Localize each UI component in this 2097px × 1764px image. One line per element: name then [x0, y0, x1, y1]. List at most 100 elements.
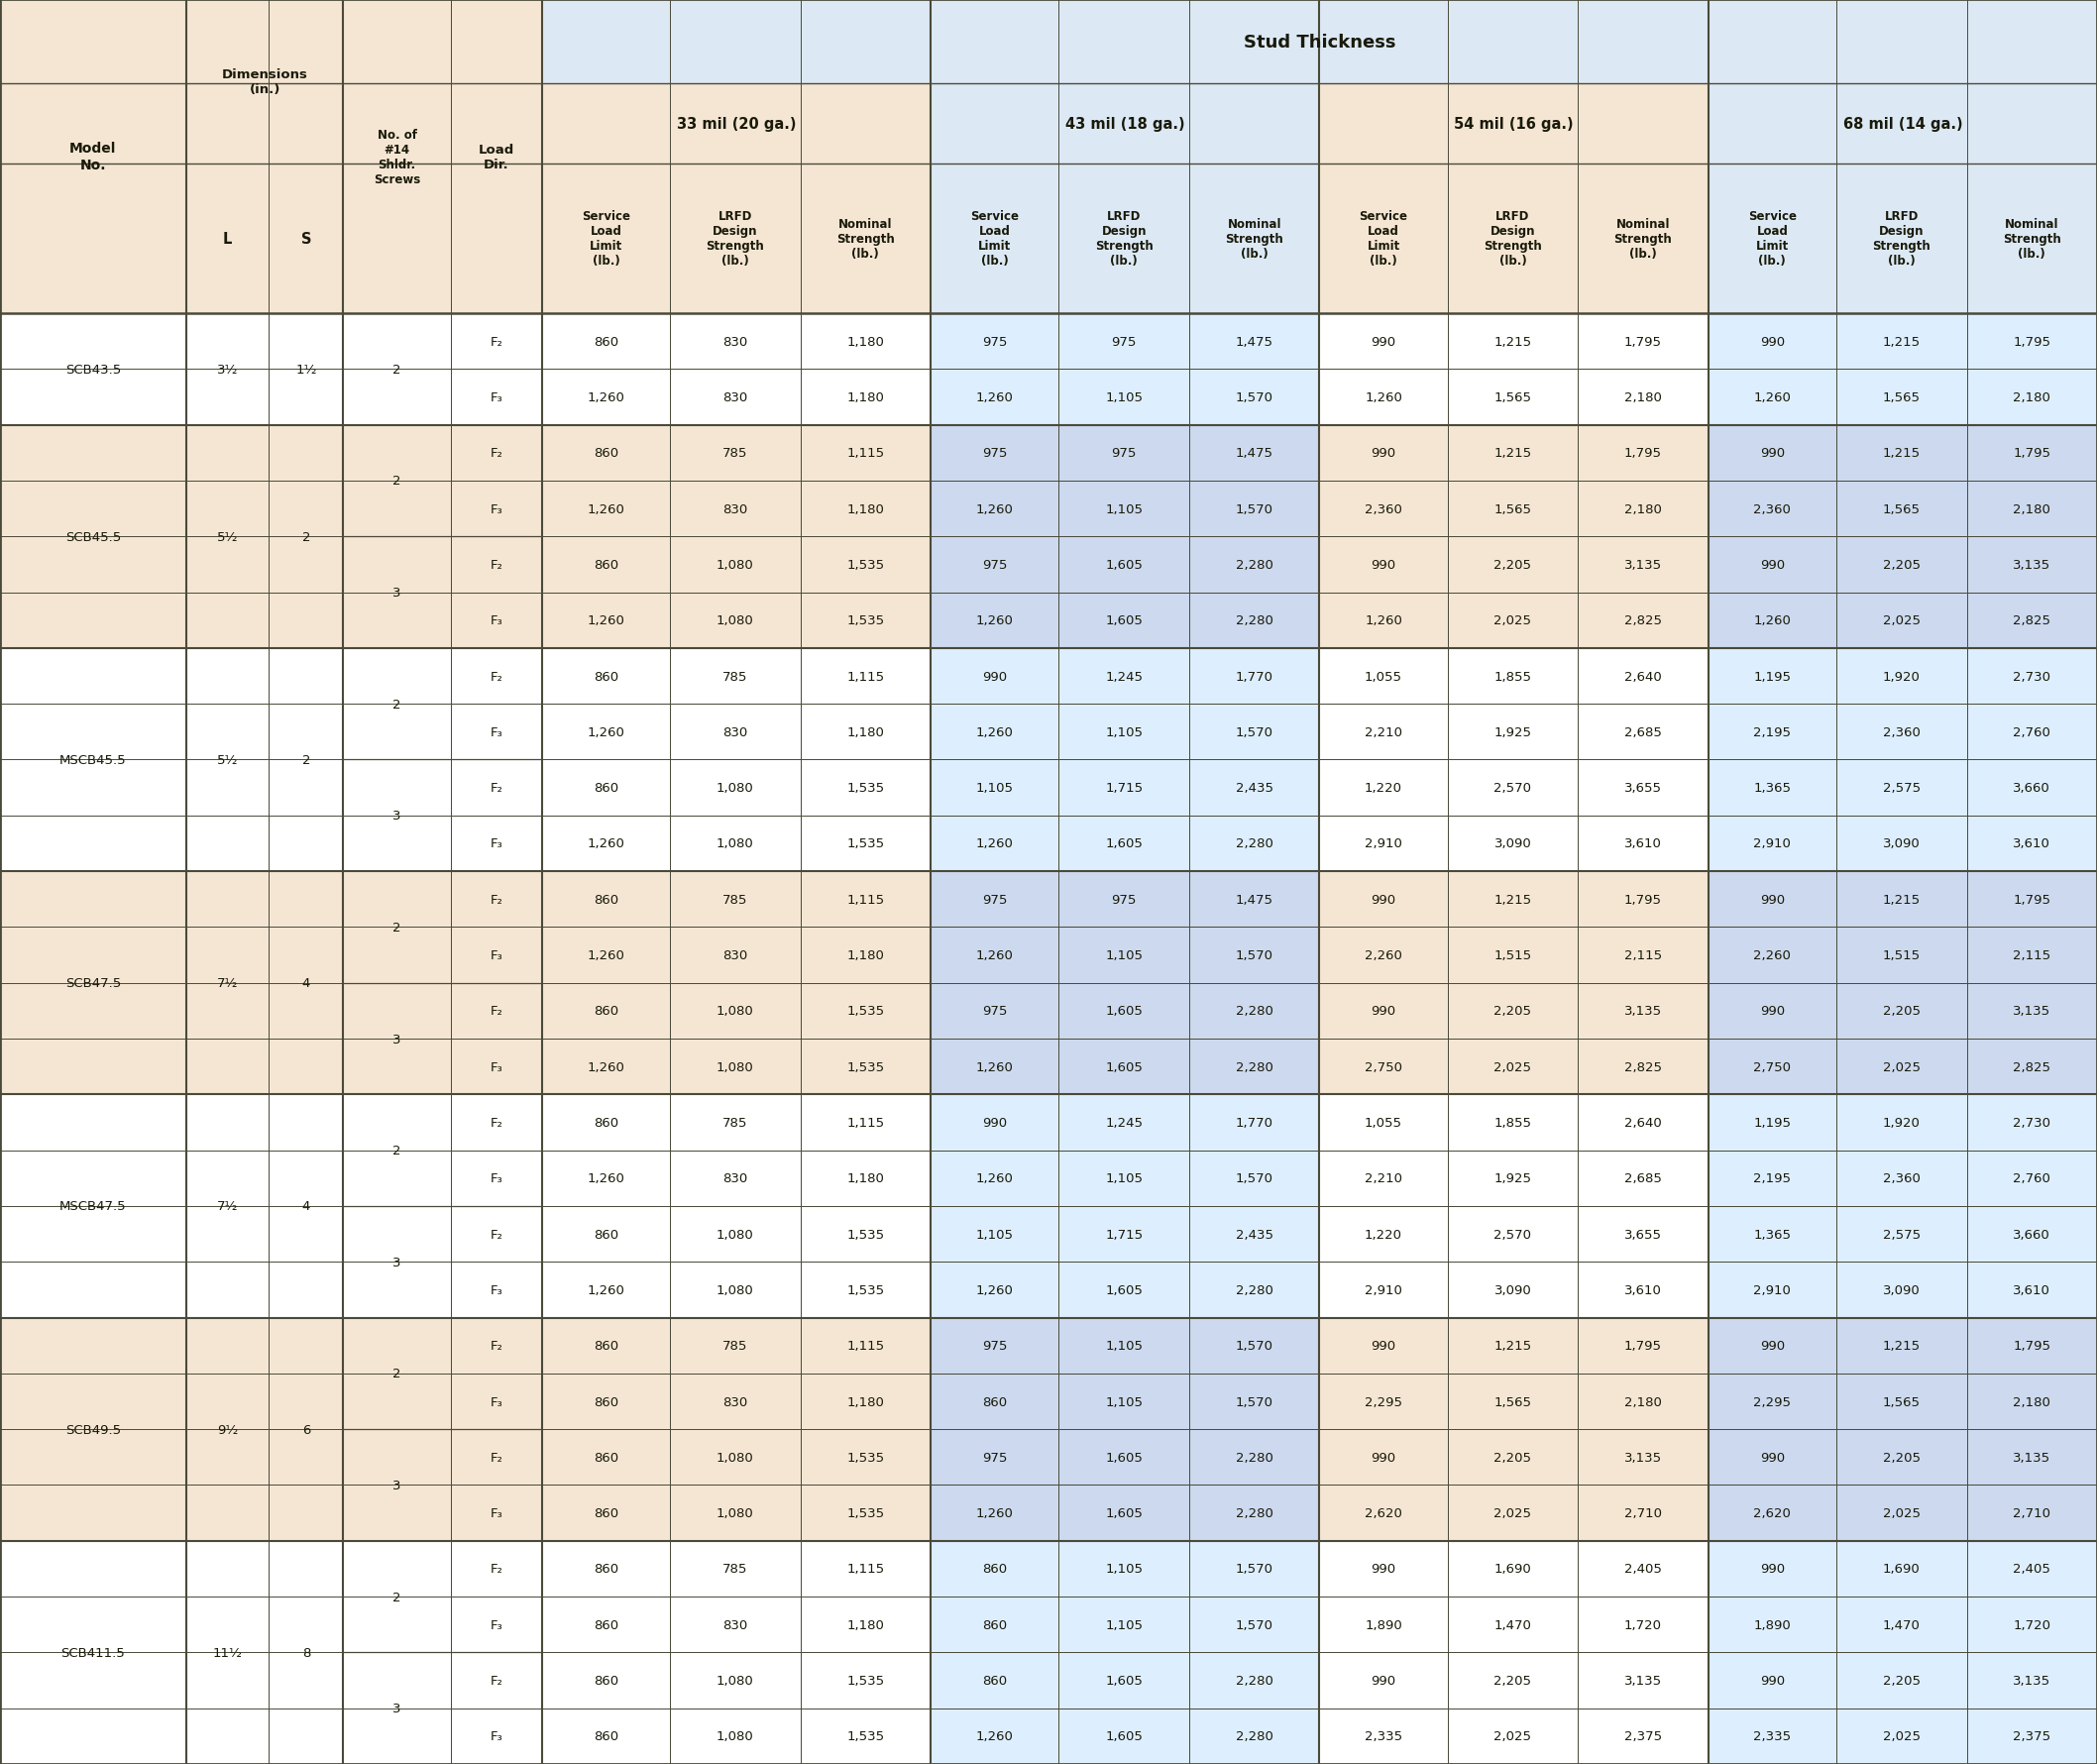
Bar — [801, 704, 931, 760]
Bar — [1189, 1150, 1319, 1207]
Text: 33 mil (20 ga.): 33 mil (20 ga.) — [677, 116, 797, 132]
Bar — [0, 871, 187, 1095]
Text: 1,535: 1,535 — [847, 1450, 885, 1464]
Bar — [1059, 1485, 1189, 1542]
Bar — [344, 1207, 451, 1261]
Bar — [268, 1374, 344, 1429]
Bar — [1709, 871, 1837, 928]
Text: 2,025: 2,025 — [1883, 614, 1921, 628]
Text: 3,135: 3,135 — [1625, 1674, 1663, 1686]
Bar — [1709, 1150, 1837, 1207]
Bar — [0, 1095, 187, 1318]
Bar — [671, 704, 801, 760]
Text: 2,360: 2,360 — [1365, 503, 1403, 515]
Bar — [1967, 1318, 2097, 1374]
Text: 990: 990 — [1759, 559, 1785, 572]
Text: 2,360: 2,360 — [1883, 725, 1921, 739]
Bar — [801, 1429, 931, 1485]
Bar — [187, 1653, 268, 1708]
Bar — [187, 1095, 268, 1150]
Text: 1,770: 1,770 — [1235, 670, 1273, 683]
Bar — [344, 536, 451, 593]
Bar — [1319, 164, 1447, 314]
Text: 860: 860 — [981, 1395, 1007, 1408]
Text: 2: 2 — [392, 1145, 401, 1157]
Text: 2: 2 — [392, 921, 401, 933]
Bar — [344, 1261, 451, 1318]
Text: 860: 860 — [593, 559, 619, 572]
Bar — [1059, 649, 1189, 704]
Text: 1,795: 1,795 — [2013, 446, 2051, 460]
Text: 860: 860 — [981, 1674, 1007, 1686]
Text: 1,605: 1,605 — [1105, 1060, 1143, 1073]
Bar — [451, 1429, 541, 1485]
Bar — [1709, 649, 1837, 704]
Bar — [344, 983, 451, 1039]
Bar — [0, 1653, 187, 1708]
Bar — [1709, 314, 1837, 370]
Bar — [1577, 1150, 1709, 1207]
Bar — [344, 1429, 451, 1542]
Bar — [1577, 760, 1709, 817]
Bar — [0, 370, 187, 425]
Text: 2,260: 2,260 — [1365, 949, 1403, 961]
Bar — [1709, 1318, 1837, 1374]
Bar — [541, 1485, 671, 1542]
Bar — [1447, 649, 1577, 704]
Bar — [344, 1318, 451, 1429]
Text: 2,280: 2,280 — [1235, 1005, 1273, 1018]
Text: 1,925: 1,925 — [1493, 1171, 1531, 1185]
Text: F₂: F₂ — [491, 670, 503, 683]
Text: 1,105: 1,105 — [1105, 1339, 1143, 1353]
Text: 1,105: 1,105 — [1105, 725, 1143, 739]
Bar — [1059, 1596, 1189, 1653]
Bar — [541, 314, 671, 370]
Bar — [931, 1207, 1059, 1261]
Text: F₃: F₃ — [491, 1730, 503, 1743]
Text: 1,180: 1,180 — [847, 503, 885, 515]
Text: 830: 830 — [723, 1395, 749, 1408]
Bar — [451, 1150, 541, 1207]
Bar — [268, 1261, 344, 1318]
Bar — [268, 482, 344, 536]
Text: 990: 990 — [1371, 893, 1397, 907]
Bar — [1577, 370, 1709, 425]
Bar — [1447, 1039, 1577, 1095]
Bar — [931, 1261, 1059, 1318]
Bar — [931, 1708, 1059, 1764]
Text: 1,470: 1,470 — [1493, 1618, 1531, 1632]
Bar — [1189, 871, 1319, 928]
Text: F₂: F₂ — [491, 1117, 503, 1129]
Bar — [541, 1708, 671, 1764]
Bar — [1319, 1261, 1447, 1318]
Bar — [1447, 928, 1577, 983]
Text: 1,260: 1,260 — [975, 503, 1013, 515]
Text: 2: 2 — [392, 363, 401, 376]
Bar — [541, 1318, 671, 1374]
Bar — [1059, 1374, 1189, 1429]
Bar — [1319, 1596, 1447, 1653]
Bar — [1709, 370, 1837, 425]
Text: 990: 990 — [1371, 446, 1397, 460]
Bar — [1059, 1542, 1189, 1596]
Bar — [1967, 704, 2097, 760]
Text: Stud Thickness: Stud Thickness — [1244, 34, 1395, 51]
Bar — [0, 1095, 187, 1150]
Bar — [671, 1095, 801, 1150]
Bar — [451, 871, 541, 928]
Bar — [451, 649, 541, 704]
Bar — [1837, 1429, 1967, 1485]
Bar — [344, 760, 451, 871]
Text: 860: 860 — [593, 1005, 619, 1018]
Text: 860: 860 — [593, 1618, 619, 1632]
Text: 8: 8 — [302, 1646, 310, 1658]
Text: F₂: F₂ — [491, 781, 503, 794]
Text: 860: 860 — [593, 335, 619, 348]
Bar — [0, 314, 187, 425]
Bar — [1709, 1596, 1837, 1653]
Text: 1,795: 1,795 — [2013, 1339, 2051, 1353]
Bar — [268, 1708, 344, 1764]
Bar — [268, 871, 344, 1095]
Text: 860: 860 — [593, 1117, 619, 1129]
Text: 2,115: 2,115 — [2013, 949, 2051, 961]
